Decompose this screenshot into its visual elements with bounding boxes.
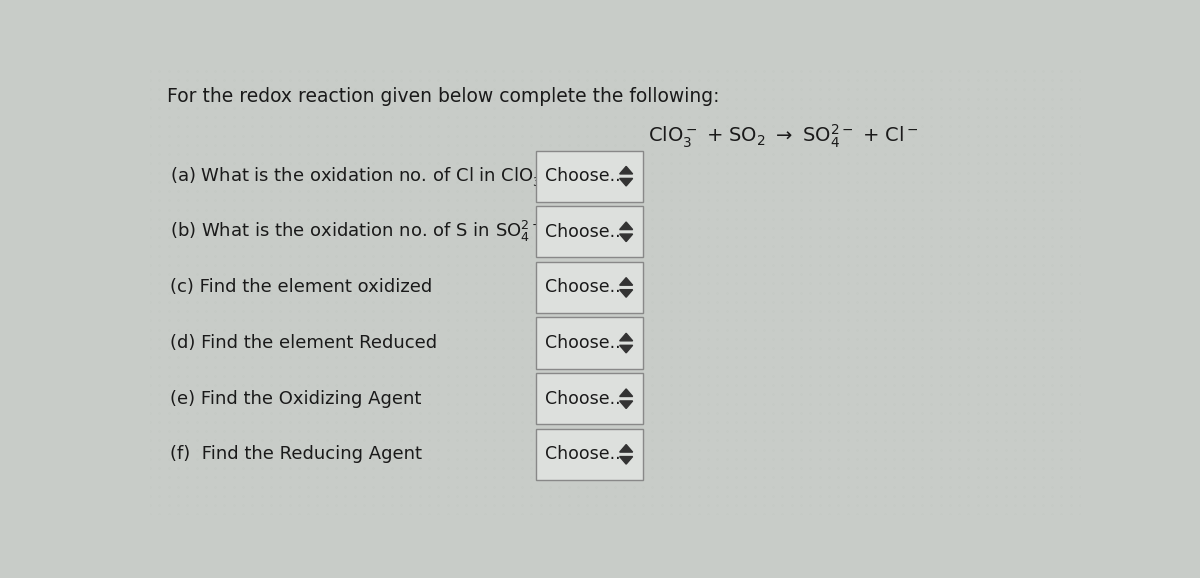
- Text: Choose...: Choose...: [545, 279, 626, 297]
- Polygon shape: [619, 334, 632, 341]
- FancyBboxPatch shape: [536, 151, 643, 202]
- Text: Choose...: Choose...: [545, 167, 626, 185]
- FancyBboxPatch shape: [536, 206, 643, 257]
- Polygon shape: [619, 234, 632, 242]
- Text: (f)  Find the Reducing Agent: (f) Find the Reducing Agent: [170, 445, 422, 464]
- Polygon shape: [619, 222, 632, 229]
- Polygon shape: [619, 166, 632, 174]
- FancyBboxPatch shape: [536, 373, 643, 424]
- Polygon shape: [619, 277, 632, 285]
- Text: Choose...: Choose...: [545, 334, 626, 352]
- Text: (a) What is the oxidation no. of Cl in $\mathregular{ClO_3^-}$?: (a) What is the oxidation no. of Cl in $…: [170, 165, 559, 188]
- Polygon shape: [619, 389, 632, 397]
- Polygon shape: [619, 179, 632, 186]
- FancyBboxPatch shape: [536, 262, 643, 313]
- Polygon shape: [619, 290, 632, 297]
- Text: $\mathregular{ClO_3^-}$ + $\mathregular{SO_2}$ $\rightarrow$ $\mathregular{SO_4^: $\mathregular{ClO_3^-}$ + $\mathregular{…: [648, 123, 918, 150]
- Text: (d) Find the element Reduced: (d) Find the element Reduced: [170, 334, 438, 352]
- Text: Choose...: Choose...: [545, 223, 626, 241]
- Text: (c) Find the element oxidized: (c) Find the element oxidized: [170, 279, 433, 297]
- Text: (e) Find the Oxidizing Agent: (e) Find the Oxidizing Agent: [170, 390, 422, 407]
- Text: Choose...: Choose...: [545, 390, 626, 407]
- Polygon shape: [619, 457, 632, 464]
- Text: For the redox reaction given below complete the following:: For the redox reaction given below compl…: [167, 87, 719, 106]
- Polygon shape: [619, 444, 632, 452]
- Text: Choose...: Choose...: [545, 445, 626, 464]
- Polygon shape: [619, 401, 632, 409]
- Text: (b) What is the oxidation no. of S in $\mathregular{SO_4^{2-}}$: (b) What is the oxidation no. of S in $\…: [170, 219, 544, 244]
- FancyBboxPatch shape: [536, 429, 643, 480]
- FancyBboxPatch shape: [536, 317, 643, 369]
- Polygon shape: [619, 345, 632, 353]
